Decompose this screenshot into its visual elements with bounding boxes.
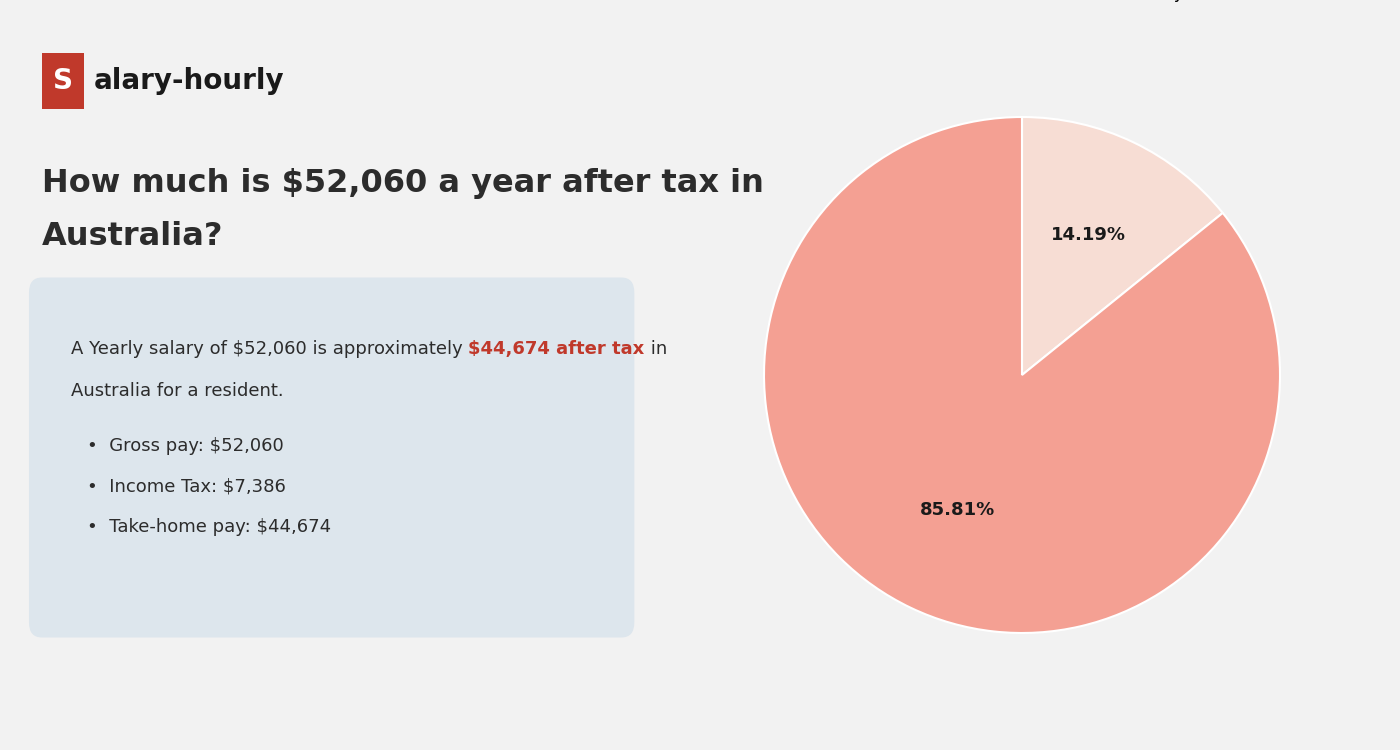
Text: in: in (644, 340, 666, 358)
Text: •  Gross pay: $52,060: • Gross pay: $52,060 (87, 437, 284, 455)
Text: S: S (53, 67, 73, 94)
Text: alary-hourly: alary-hourly (94, 67, 284, 94)
Text: How much is $52,060 a year after tax in: How much is $52,060 a year after tax in (42, 168, 764, 200)
FancyBboxPatch shape (29, 278, 634, 638)
Legend: Income Tax, Take-home Pay: Income Tax, Take-home Pay (854, 0, 1190, 8)
Text: $44,674 after tax: $44,674 after tax (469, 340, 644, 358)
Text: 85.81%: 85.81% (920, 501, 995, 519)
Text: Australia?: Australia? (42, 220, 224, 252)
Text: Australia for a resident.: Australia for a resident. (71, 382, 283, 400)
Text: •  Income Tax: $7,386: • Income Tax: $7,386 (87, 477, 286, 495)
Text: 14.19%: 14.19% (1051, 226, 1126, 244)
Wedge shape (1022, 117, 1222, 375)
Wedge shape (764, 117, 1280, 633)
Text: •  Take-home pay: $44,674: • Take-home pay: $44,674 (87, 518, 330, 536)
Text: A Yearly salary of $52,060 is approximately: A Yearly salary of $52,060 is approximat… (71, 340, 469, 358)
FancyBboxPatch shape (42, 53, 84, 109)
